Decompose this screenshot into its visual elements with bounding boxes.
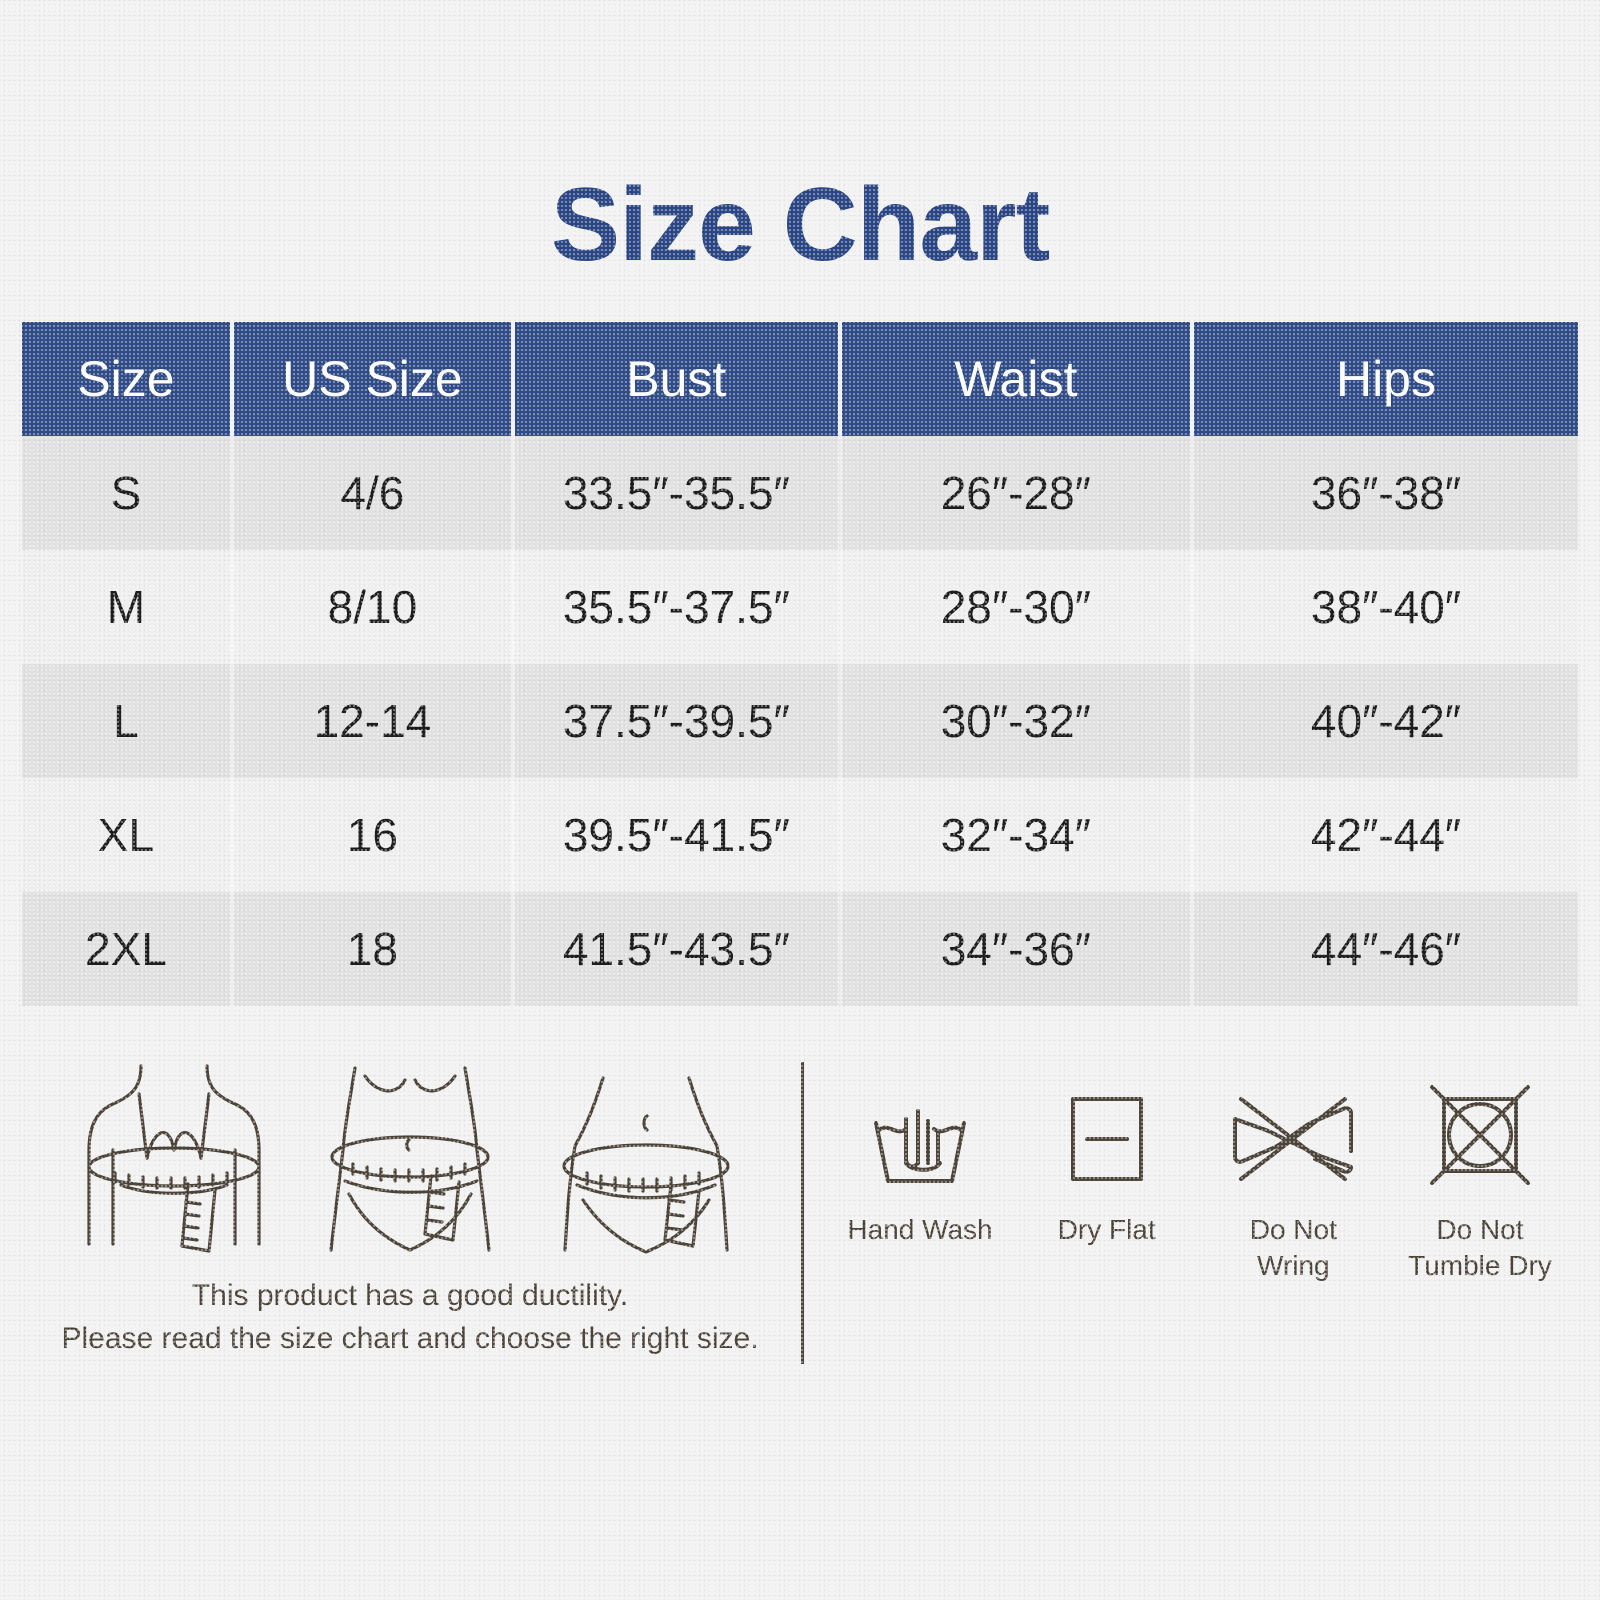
table-body: S 4/6 33.5″-35.5″ 26″-28″ 36″-38″ M 8/10… <box>22 436 1578 1006</box>
measurement-illustrations <box>55 1054 765 1259</box>
cell-gap <box>229 778 234 892</box>
cell-gap <box>229 664 234 778</box>
cell-gap <box>1189 664 1194 778</box>
table-row: M 8/10 35.5″-37.5″ 28″-30″ 38″-40″ <box>22 550 1578 664</box>
care-item-do-not-tumble-dry: Do Not Tumble Dry <box>1390 1074 1570 1285</box>
cell-bust: 33.5″-35.5″ <box>514 436 838 550</box>
cell-size: S <box>22 436 230 550</box>
cell-gap <box>229 436 234 550</box>
cell-waist: 28″-30″ <box>841 550 1190 664</box>
cell-gap <box>837 892 842 1006</box>
cell-gap <box>510 550 515 664</box>
cell-gap <box>1189 778 1194 892</box>
column-header-waist: Waist <box>841 322 1190 436</box>
measurement-guide: This product has a good ductility. Pleas… <box>55 1054 765 1360</box>
cell-gap <box>837 664 842 778</box>
cell-bust: 35.5″-37.5″ <box>514 550 838 664</box>
cell-gap <box>229 892 234 1006</box>
cell-hips: 44″-46″ <box>1193 892 1578 1006</box>
column-header-us-size: US Size <box>233 322 511 436</box>
dry-flat-icon <box>1057 1074 1157 1204</box>
cell-us-size: 4/6 <box>233 436 511 550</box>
cell-hips: 42″-44″ <box>1193 778 1578 892</box>
care-label: Hand Wash <box>847 1214 993 1245</box>
cell-gap <box>837 550 842 664</box>
cell-gap <box>837 778 842 892</box>
section-divider <box>801 1062 804 1364</box>
cell-gap <box>510 778 515 892</box>
cell-gap <box>510 664 515 778</box>
table-row: 2XL 18 41.5″-43.5″ 34″-36″ 44″-46″ <box>22 892 1578 1006</box>
cell-us-size: 18 <box>233 892 511 1006</box>
cell-bust: 39.5″-41.5″ <box>514 778 838 892</box>
care-label: Do Not Wring <box>1249 1214 1337 1282</box>
hand-wash-icon <box>862 1074 978 1204</box>
cell-waist: 30″-32″ <box>841 664 1190 778</box>
cell-gap <box>837 436 842 550</box>
cell-gap <box>510 892 515 1006</box>
column-header-hips: Hips <box>1193 322 1578 436</box>
cell-us-size: 12-14 <box>233 664 511 778</box>
do-not-wring-icon <box>1225 1074 1361 1204</box>
cell-us-size: 8/10 <box>233 550 511 664</box>
cell-waist: 26″-28″ <box>841 436 1190 550</box>
hips-measure-illustration <box>541 1054 751 1259</box>
cell-size: 2XL <box>22 892 230 1006</box>
caption-line-1: This product has a good ductility. <box>191 1279 629 1312</box>
column-header-bust: Bust <box>514 322 838 436</box>
cell-gap <box>1189 892 1194 1006</box>
cell-waist: 32″-34″ <box>841 778 1190 892</box>
table-row: XL 16 39.5″-41.5″ 32″-34″ 42″-44″ <box>22 778 1578 892</box>
table-header-row: Size US Size Bust Waist Hips <box>22 322 1578 436</box>
measurement-caption: This product has a good ductility. Pleas… <box>55 1275 765 1360</box>
page-title: Size Chart <box>550 167 1051 283</box>
size-chart-table: Size US Size Bust Waist Hips S 4/6 33.5″… <box>22 322 1578 1006</box>
care-item-do-not-wring: Do Not Wring <box>1203 1074 1383 1285</box>
table-row: L 12-14 37.5″-39.5″ 30″-32″ 40″-42″ <box>22 664 1578 778</box>
cell-hips: 38″-40″ <box>1193 550 1578 664</box>
cell-hips: 40″-42″ <box>1193 664 1578 778</box>
cell-size: L <box>22 664 230 778</box>
waist-measure-illustration <box>305 1054 515 1259</box>
cell-hips: 36″-38″ <box>1193 436 1578 550</box>
cell-size: XL <box>22 778 230 892</box>
bottom-section: This product has a good ductility. Pleas… <box>0 1040 1600 1440</box>
cell-waist: 34″-36″ <box>841 892 1190 1006</box>
bust-measure-illustration <box>69 1054 279 1259</box>
do-not-tumble-dry-icon <box>1422 1074 1538 1204</box>
cell-gap <box>510 436 515 550</box>
care-label: Do Not Tumble Dry <box>1408 1214 1552 1282</box>
cell-gap <box>1189 550 1194 664</box>
cell-gap <box>1189 436 1194 550</box>
care-item-dry-flat: Dry Flat <box>1017 1074 1197 1285</box>
cell-size: M <box>22 550 230 664</box>
cell-us-size: 16 <box>233 778 511 892</box>
caption-line-2: Please read the size chart and choose th… <box>61 1321 759 1355</box>
care-label: Dry Flat <box>1057 1214 1156 1245</box>
care-instructions: Hand Wash Dry Flat <box>830 1074 1570 1285</box>
care-item-hand-wash: Hand Wash <box>830 1074 1010 1285</box>
table-row: S 4/6 33.5″-35.5″ 26″-28″ 36″-38″ <box>22 436 1578 550</box>
cell-bust: 41.5″-43.5″ <box>514 892 838 1006</box>
cell-gap <box>229 550 234 664</box>
cell-bust: 37.5″-39.5″ <box>514 664 838 778</box>
column-header-size: Size <box>22 322 230 436</box>
